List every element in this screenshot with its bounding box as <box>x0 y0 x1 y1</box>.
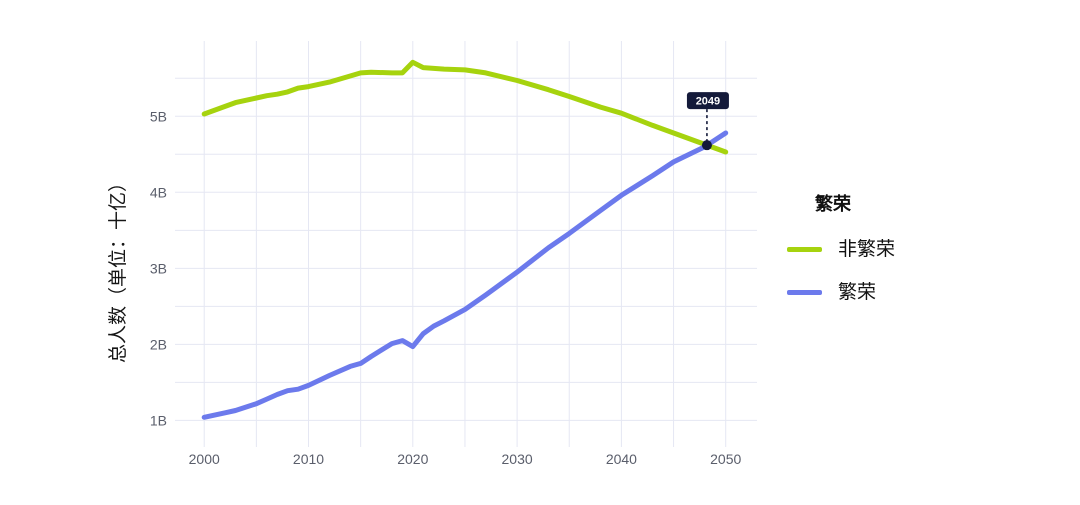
legend-item-prosperous: 繁荣 <box>787 279 876 305</box>
series-line-1 <box>201 130 729 420</box>
legend-title: 繁荣 <box>815 194 851 215</box>
legend-swatch <box>787 289 822 295</box>
x-tick-label: 2040 <box>606 451 637 467</box>
legend-label: 繁荣 <box>838 281 877 303</box>
x-axis: 2000 2010 2020 2030 2040 2050 <box>189 451 742 467</box>
y-tick-label: 3B <box>150 260 167 276</box>
series-lines <box>201 59 729 420</box>
annotation-marker <box>701 140 712 151</box>
grid <box>175 41 757 447</box>
y-tick-label: 4B <box>150 184 167 200</box>
annotation: 2049 <box>686 92 729 151</box>
x-tick-label: 2030 <box>502 451 533 467</box>
x-tick-label: 2000 <box>189 451 220 467</box>
y-tick-label: 2B <box>150 336 167 352</box>
legend-swatch <box>787 246 822 252</box>
annotation-label: 2049 <box>696 95 720 107</box>
x-tick-label: 2050 <box>710 451 741 467</box>
y-tick-label: 5B <box>150 108 167 124</box>
x-tick-label: 2010 <box>293 451 324 467</box>
legend-label: 非繁荣 <box>838 238 896 260</box>
series-line-0 <box>201 59 729 155</box>
x-tick-label: 2020 <box>397 451 428 467</box>
annotation-tooltip-box <box>686 92 729 110</box>
legend-item-non-prosperous: 非繁荣 <box>787 236 895 262</box>
y-axis-title: 总人数（单位：十亿） <box>107 173 129 363</box>
y-axis: 1B 2B 3B 4B 5B <box>150 108 167 428</box>
annotations: 2049 <box>686 92 729 151</box>
y-tick-label: 1B <box>150 412 167 428</box>
